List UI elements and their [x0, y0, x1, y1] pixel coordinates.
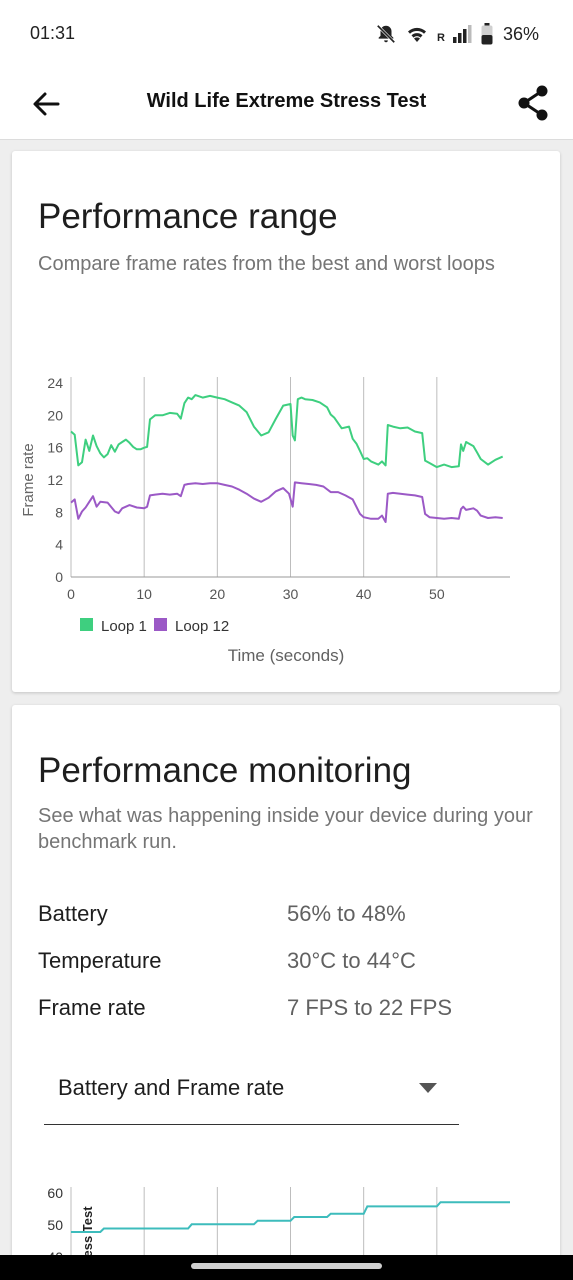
x-tick-label: 10 — [136, 586, 152, 602]
y-tick-label: 12 — [47, 472, 63, 488]
frame-rate-chart: 0 10 20 30 40 50 0 4 8 12 16 20 24 Frame rate Time (se… — [20, 375, 510, 665]
arrow-left-icon — [33, 92, 60, 116]
caret-down-icon — [419, 1083, 437, 1093]
stat-row-temperature: Temperature 30°C to 44°C — [38, 948, 538, 978]
back-button[interactable] — [28, 86, 64, 122]
legend-label: Loop 12 — [175, 618, 229, 635]
battery-line — [71, 1201, 510, 1233]
x-tick-label: 0 — [67, 586, 75, 602]
signal-icon — [452, 25, 473, 43]
x-tick-label: 30 — [283, 586, 299, 602]
stat-label: Frame rate — [38, 995, 146, 1020]
page-title: Wild Life Extreme Stress Test — [146, 90, 427, 112]
y-tick-label: 60 — [47, 1185, 63, 1201]
performance-range-title: Performance range — [38, 197, 338, 236]
performance-range-subtitle: Compare frame rates from the best and wo… — [38, 253, 495, 275]
y-tick-label: 24 — [47, 375, 63, 391]
status-time: 01:31 — [30, 23, 76, 43]
y-tick-label: 16 — [47, 440, 63, 456]
y-tick-label: 20 — [47, 407, 63, 423]
home-gesture-handle[interactable] — [191, 1263, 382, 1269]
stat-value: 56% to 48% — [287, 901, 406, 926]
battery-icon — [481, 23, 493, 45]
wifi-icon — [405, 24, 429, 44]
legend-swatch — [154, 618, 167, 631]
network-type-label: R — [437, 32, 445, 44]
stat-label: Battery — [38, 901, 108, 926]
stat-row-frame-rate: Frame rate 7 FPS to 22 FPS — [38, 995, 538, 1025]
app-bar: Wild Life Extreme Stress Test — [0, 68, 573, 140]
share-button[interactable] — [515, 84, 551, 122]
chart-metric-dropdown[interactable]: Battery and Frame rate — [44, 1067, 459, 1125]
x-tick-label: 20 — [210, 586, 226, 602]
legend-swatch — [80, 618, 93, 631]
status-bar: 01:31 R 36% — [0, 0, 573, 68]
legend-label: Loop 1 — [101, 618, 147, 635]
series-line-loop-12 — [70, 481, 503, 523]
series-line-loop-1 — [70, 394, 504, 469]
x-axis-label: Time (seconds) — [228, 646, 345, 665]
navigation-bar — [0, 1255, 573, 1280]
battery-frame-rate-chart: 405060Stress Test — [47, 1185, 510, 1280]
stat-label: Temperature — [38, 948, 162, 973]
dropdown-selected-value: Battery and Frame rate — [58, 1075, 285, 1100]
bell-off-icon — [375, 23, 397, 45]
performance-monitoring-card: Performance monitoring See what was happ… — [12, 705, 560, 1280]
stat-value: 30°C to 44°C — [287, 948, 416, 973]
stat-row-battery: Battery 56% to 48% — [38, 901, 538, 931]
x-tick-label: 40 — [356, 586, 372, 602]
y-tick-label: 50 — [47, 1217, 63, 1233]
performance-range-card: Performance range Compare frame rates fr… — [12, 151, 560, 692]
y-tick-label: 8 — [55, 504, 63, 520]
performance-monitoring-title: Performance monitoring — [38, 751, 412, 790]
status-icons: R 36% — [375, 22, 539, 46]
y-axis-label: Frame rate — [20, 443, 37, 516]
y-tick-label: 0 — [55, 569, 63, 585]
battery-percent: 36% — [502, 23, 539, 44]
x-tick-label: 50 — [429, 586, 445, 602]
share-icon — [518, 85, 548, 121]
stat-value: 7 FPS to 22 FPS — [287, 995, 453, 1020]
performance-monitoring-subtitle: See what was happening inside your devic… — [38, 805, 533, 853]
y-tick-label: 4 — [55, 537, 63, 553]
